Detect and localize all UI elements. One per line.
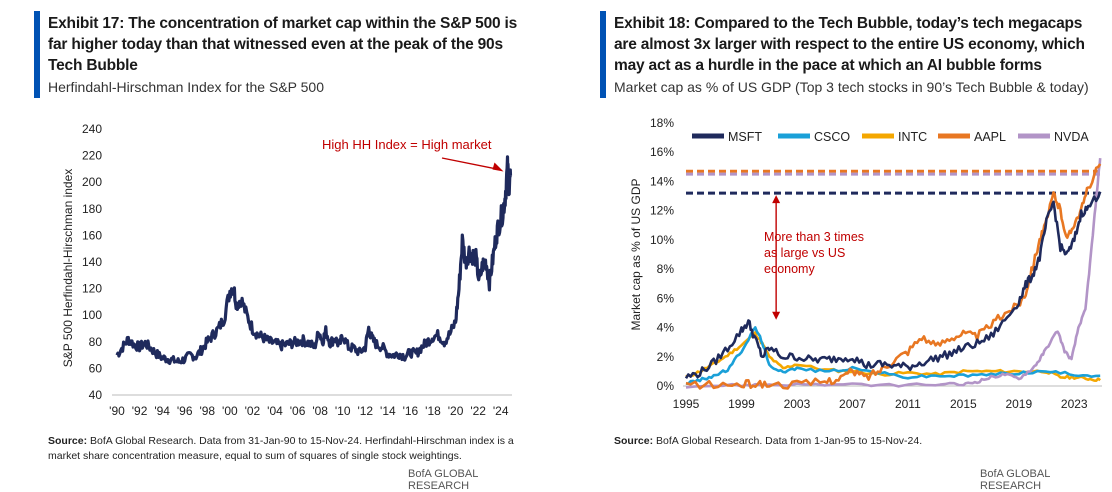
x-tick-label: 1995	[673, 397, 700, 411]
legend-label-aapl: AAPL	[974, 130, 1006, 144]
annotation-arrow-line	[441, 157, 500, 171]
y-tick-label: 2%	[657, 350, 675, 364]
annotation-text: High HH Index = High market	[322, 137, 492, 152]
x-tick-label: '02	[245, 404, 261, 418]
exhibit-accent-bar	[34, 11, 40, 98]
brand-footer: BofA GLOBAL RESEARCH	[408, 468, 478, 492]
source-note: Source: BofA Global Research. Data from …	[614, 434, 1104, 449]
y-axis-title: S&P 500 Herfindahl-Hirschman index	[61, 169, 75, 368]
x-tick-label: '16	[403, 404, 419, 418]
y-tick-label: 220	[82, 149, 102, 163]
y-tick-label: 140	[82, 255, 102, 269]
x-tick-label: 2011	[895, 397, 921, 411]
y-tick-label: 10%	[650, 233, 674, 247]
y-tick-label: 8%	[657, 262, 675, 276]
legend-label-csco: CSCO	[814, 130, 850, 144]
legend-label-msft: MSFT	[728, 130, 762, 144]
x-tick-label: '08	[312, 404, 328, 418]
y-tick-label: 120	[82, 282, 102, 296]
x-tick-label: '00	[222, 404, 238, 418]
annotation-arrow-head	[492, 162, 504, 172]
y-tick-label: 16%	[650, 145, 674, 159]
source-label: Source:	[614, 435, 654, 447]
y-tick-label: 60	[89, 361, 103, 375]
x-tick-label: '18	[425, 404, 441, 418]
x-tick-label: '20	[448, 404, 464, 418]
y-tick-label: 0%	[657, 379, 675, 393]
x-tick-label: 2007	[839, 397, 866, 411]
annotation-arrow-head-bottom	[772, 311, 781, 320]
y-tick-label: 200	[82, 175, 102, 189]
annotation-text-line: More than 3 times	[764, 230, 864, 244]
x-tick-label: '14	[380, 404, 396, 418]
legend-label-nvda: NVDA	[1054, 130, 1089, 144]
exhibit-18: Exhibit 18: Compared to the Tech Bubble,…	[596, 0, 1112, 492]
brand-footer: BofA GLOBAL RESEARCH	[980, 468, 1050, 492]
x-tick-label: '94	[154, 404, 170, 418]
x-tick-label: '96	[177, 404, 193, 418]
x-tick-label: '24	[493, 404, 509, 418]
y-tick-label: 14%	[650, 174, 674, 188]
y-tick-label: 40	[89, 388, 103, 402]
source-text: BofA Global Research. Data from 1-Jan-95…	[656, 435, 923, 447]
y-tick-label: 12%	[650, 204, 674, 218]
source-label: Source:	[48, 435, 88, 447]
x-tick-label: '90	[109, 404, 125, 418]
x-tick-label: '98	[199, 404, 215, 418]
y-tick-label: 80	[89, 335, 103, 349]
exhibit-title: Exhibit 17: The concentration of market …	[48, 15, 518, 74]
source-note: Source: BofA Global Research. Data from …	[48, 434, 538, 464]
x-tick-label: 2015	[950, 397, 977, 411]
x-tick-label: 2019	[1005, 397, 1032, 411]
exhibit-subtitle: Market cap as % of US GDP (Top 3 tech st…	[614, 79, 1089, 95]
annotation-arrow-head-top	[772, 195, 781, 204]
y-tick-label: 100	[82, 308, 102, 322]
x-tick-label: '12	[357, 404, 373, 418]
exhibit-17: Exhibit 17: The concentration of market …	[0, 0, 540, 492]
exhibit-subtitle: Herfindahl-Hirschman Index for the S&P 5…	[48, 79, 324, 95]
legend-label-intc: INTC	[898, 130, 927, 144]
exhibit-title: Exhibit 18: Compared to the Tech Bubble,…	[614, 15, 1085, 74]
y-tick-label: 180	[82, 202, 102, 216]
series-line-csco	[685, 326, 1101, 385]
y-axis-title: Market cap as % of US GDP	[629, 178, 643, 330]
x-tick-label: 1999	[728, 397, 755, 411]
x-tick-label: '22	[470, 404, 486, 418]
hhi-series-line	[115, 155, 513, 365]
series-line-aapl	[685, 163, 1102, 390]
x-tick-label: '10	[335, 404, 351, 418]
x-tick-label: 2023	[1061, 397, 1088, 411]
y-tick-label: 160	[82, 228, 102, 242]
annotation-text-line: economy	[764, 262, 815, 276]
y-tick-label: 4%	[657, 321, 675, 335]
annotation-text-line: as large vs US	[764, 246, 845, 260]
y-tick-label: 240	[82, 122, 102, 136]
x-tick-label: '04	[267, 404, 283, 418]
series-line-msft	[684, 191, 1102, 379]
x-tick-label: '92	[132, 404, 148, 418]
x-tick-label: 2003	[784, 397, 811, 411]
hhi-line-chart: 40 60 80 100 120 140 160 180 200 220 240 '90 '92 '94 '…	[61, 122, 513, 418]
y-tick-label: 6%	[657, 291, 675, 305]
y-tick-label: 18%	[650, 116, 674, 130]
megacap-line-chart: 0% 2% 4% 6% 8% 10% 12% 14% 16% 18% 1995 1999 2003 200…	[629, 116, 1102, 411]
series-line-nvda	[685, 157, 1102, 389]
x-tick-label: '06	[290, 404, 306, 418]
exhibit-accent-bar	[600, 11, 606, 98]
source-text: BofA Global Research. Data from 31-Jan-9…	[48, 435, 514, 462]
